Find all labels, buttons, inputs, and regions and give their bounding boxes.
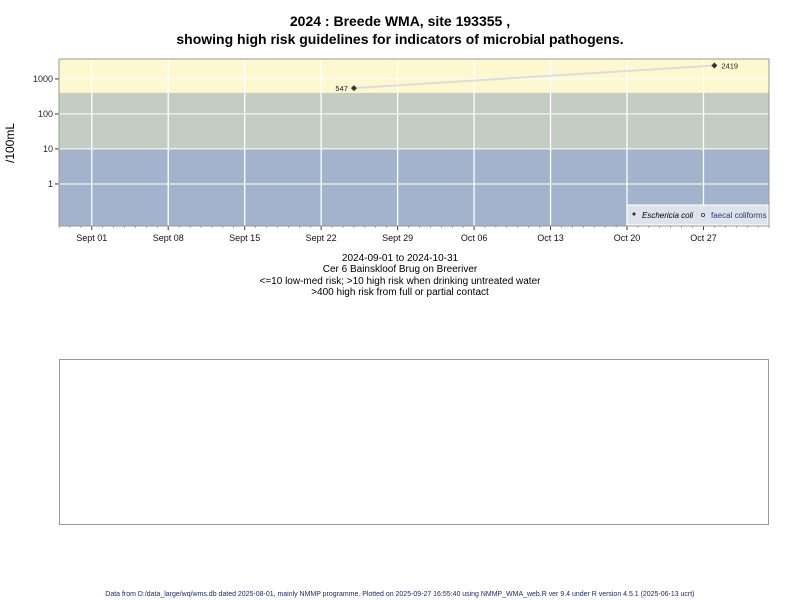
empty-plot-panel — [59, 359, 769, 525]
xlabel-line-3: <=10 low-med risk; >10 high risk when dr… — [259, 276, 541, 287]
x-tick-label: Oct 27 — [690, 233, 717, 243]
y-tick-label: 100 — [38, 109, 53, 119]
x-tick-label: Oct 06 — [461, 233, 488, 243]
legend-marker-faecal — [701, 212, 706, 217]
legend: Eschericia coli faecal coliforms — [626, 204, 769, 226]
x-tick-label: Sept 15 — [229, 233, 260, 243]
ecoli-line — [353, 64, 715, 90]
x-tick-label: Sept 22 — [306, 233, 337, 243]
ecoli-data-label: 547 — [335, 84, 348, 93]
chart-plot: 1 10 100 1000 Sept 01 Sept 08 Sept 15 Sept 22 Se… — [3, 58, 770, 243]
x-tick-label: Oct 13 — [537, 233, 564, 243]
chart-subtitle: showing high risk guidelines for indicat… — [176, 31, 624, 47]
footer-note: Data from D:/data_large/wq/wms.db dated … — [105, 589, 695, 598]
x-tick-label: Oct 20 — [614, 233, 641, 243]
ecoli-point — [350, 85, 357, 92]
y-tick-label: 1 — [48, 179, 53, 189]
xlabel-line-1: 2024-09-01 to 2024-10-31 — [341, 253, 459, 264]
xlabel-line-4: >400 high risk from full or partial cont… — [311, 287, 489, 298]
ecoli-point — [711, 62, 718, 69]
y-tick-label: 1000 — [33, 74, 53, 84]
legend-label-faecal: faecal coliforms — [711, 211, 767, 220]
x-tick-label: Sept 29 — [382, 233, 413, 243]
plot-frame — [58, 58, 770, 227]
legend-marker-ecoli — [632, 212, 636, 216]
y-tick-label: 10 — [43, 144, 53, 154]
legend-label-ecoli: Eschericia coli — [642, 211, 693, 220]
ecoli-data-label: 2419 — [721, 61, 738, 70]
chart-title: 2024 : Breede WMA, site 193355 , — [289, 13, 511, 29]
xlabel-line-2: Cer 6 Bainskloof Brug on Breeriver — [322, 264, 478, 275]
x-tick-label: Sept 01 — [76, 233, 107, 243]
risk-band — [59, 59, 769, 93]
risk-band — [59, 92, 769, 149]
x-tick-label: Sept 08 — [153, 233, 184, 243]
y-axis-label: /100mL — [3, 123, 17, 163]
